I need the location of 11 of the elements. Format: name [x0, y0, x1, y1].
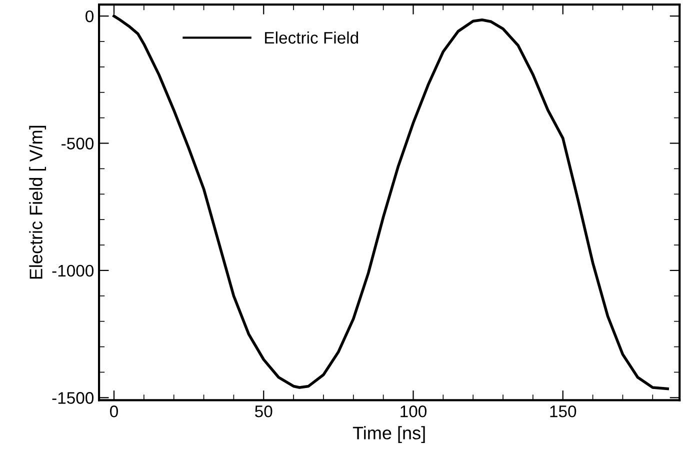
- y-axis-title: Electric Field [ V/m]: [29, 126, 46, 279]
- y-tick-label: -1500: [52, 392, 94, 404]
- y-tick-label: -500: [62, 138, 94, 150]
- legend-label: Electric Field: [265, 31, 358, 44]
- y-tick-label: -1000: [52, 264, 94, 277]
- y-tick-label: 0: [86, 10, 94, 22]
- x-tick-label: 150: [550, 406, 576, 418]
- x-tick-label: 100: [400, 406, 427, 418]
- x-axis-title: Time [ns]: [352, 426, 425, 443]
- x-tick-label: 50: [255, 406, 272, 418]
- x-tick-label: 0: [110, 406, 118, 418]
